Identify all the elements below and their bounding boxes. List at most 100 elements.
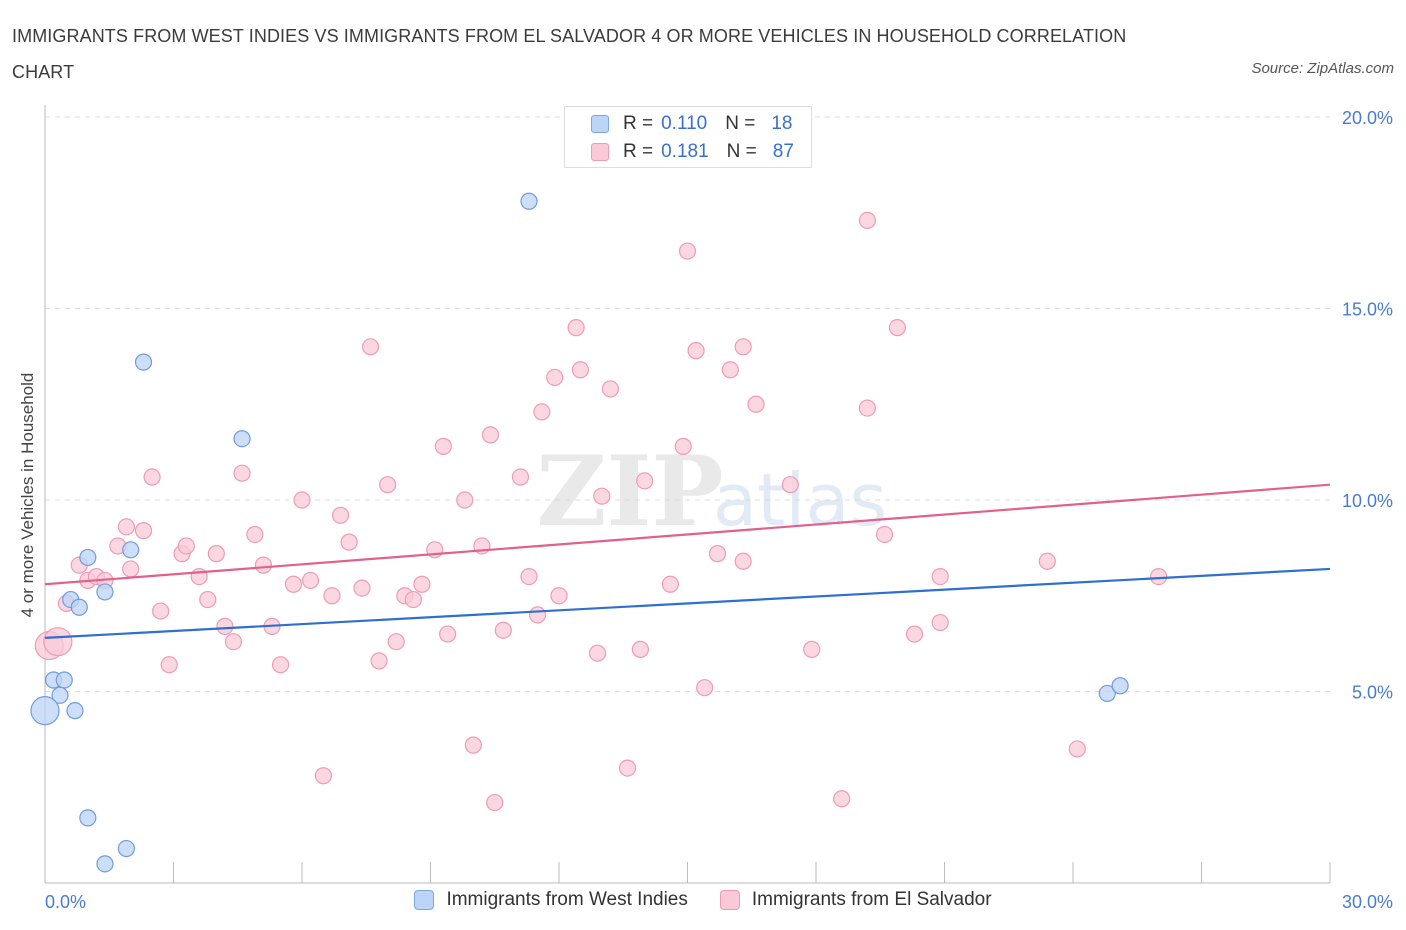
legend-n-label: N =: [726, 141, 757, 162]
legend-row-west-indies: R = 0.110 N = 18: [591, 111, 793, 137]
data-point-el-salvador: [439, 625, 457, 643]
legend-swatch-blue: [591, 115, 609, 133]
data-point-el-salvador: [588, 644, 607, 662]
legend-label-el-salvador: Immigrants from El Salvador: [751, 889, 992, 910]
data-point-el-salvador: [370, 652, 388, 670]
data-point-west-indies: [70, 598, 88, 616]
legend-r-value: 0.110: [661, 113, 708, 134]
data-point-el-salvador: [464, 736, 482, 754]
data-point-el-salvador: [721, 361, 739, 379]
data-point-el-salvador: [593, 487, 611, 505]
data-point-el-salvador: [674, 437, 692, 455]
data-point-el-salvador: [413, 575, 431, 593]
data-point-el-salvador: [618, 759, 637, 777]
legend-n-label: N =: [725, 113, 756, 134]
legend-r-label: R =: [623, 113, 654, 134]
trend-line-west-indies: [44, 567, 1331, 639]
data-point-el-salvador: [323, 587, 341, 605]
data-point-el-salvador: [284, 575, 303, 593]
data-point-el-salvador: [528, 606, 547, 624]
data-point-el-salvador: [233, 464, 251, 482]
watermark: ZIP atlas: [536, 435, 887, 548]
series-el-salvador-points: [34, 211, 1168, 812]
data-point-el-salvador: [858, 211, 877, 230]
tick-labels: 5.0% 10.0% 15.0% 20.0% 0.0% 30.0%: [45, 108, 1393, 912]
data-point-el-salvador: [1038, 552, 1056, 570]
trend-lines: [44, 483, 1331, 639]
data-point-el-salvador: [858, 399, 877, 417]
data-point-el-salvador: [631, 640, 649, 658]
data-point-west-indies: [1111, 677, 1129, 695]
data-point-west-indies: [30, 696, 60, 726]
data-point-el-salvador: [931, 613, 949, 632]
trend-line-el-salvador: [44, 483, 1331, 586]
data-point-el-salvador: [520, 567, 538, 586]
data-point-west-indies: [79, 809, 97, 827]
data-point-el-salvador: [216, 617, 234, 635]
chart-title: IMMIGRANTS FROM WEST INDIES VS IMMIGRANT…: [12, 26, 1127, 82]
legend-swatch-pink: [591, 143, 609, 161]
data-point-el-salvador: [875, 525, 894, 544]
data-point-el-salvador: [331, 506, 350, 524]
legend-item-west-indies[interactable]: Immigrants from West Indies: [414, 889, 688, 911]
x-tick-label: 30.0%: [1342, 892, 1393, 912]
y-tick-label: 5.0%: [1352, 683, 1393, 703]
axes: [44, 105, 1331, 884]
data-point-el-salvador: [43, 627, 73, 657]
legend-swatch-pink: [719, 890, 740, 910]
data-point-el-salvador: [199, 590, 217, 609]
series-legend: Immigrants from West Indies Immigrants f…: [0, 889, 1406, 911]
y-tick-label: 20.0%: [1342, 108, 1393, 128]
data-point-west-indies: [66, 702, 84, 720]
data-point-el-salvador: [511, 468, 530, 486]
data-point-el-salvador: [550, 587, 568, 605]
data-point-el-salvador: [494, 621, 512, 639]
data-point-el-salvador: [486, 793, 504, 812]
data-point-el-salvador: [781, 476, 799, 494]
data-point-el-salvador: [546, 368, 564, 387]
data-point-el-salvador: [271, 656, 290, 674]
data-point-el-salvador: [379, 476, 397, 494]
watermark-zip: ZIP: [536, 435, 723, 548]
x-tick-label: 0.0%: [45, 892, 86, 912]
legend-row-el-salvador: R = 0.181 N = 87: [591, 139, 794, 165]
data-point-el-salvador: [404, 590, 422, 609]
legend-item-el-salvador[interactable]: Immigrants from El Salvador: [719, 889, 992, 911]
watermark-atlas: atlas: [713, 458, 887, 542]
data-point-el-salvador: [177, 537, 195, 555]
data-point-west-indies: [134, 353, 153, 371]
data-point-el-salvador: [905, 625, 924, 643]
legend-n-value: 87: [772, 141, 794, 162]
legend-swatch-blue: [414, 890, 435, 910]
data-point-el-salvador: [734, 338, 752, 356]
data-point-el-salvador: [931, 567, 949, 586]
data-point-el-salvador: [152, 602, 170, 620]
data-point-west-indies: [79, 548, 97, 567]
series-west-indies-points: [30, 192, 1129, 873]
data-point-el-salvador: [361, 338, 380, 356]
data-point-el-salvador: [143, 468, 161, 486]
data-point-el-salvador: [567, 319, 585, 337]
data-point-el-salvador: [601, 380, 620, 398]
y-tick-label: 10.0%: [1342, 491, 1393, 511]
source-credit: Source: ZipAtlas.com: [1251, 60, 1394, 77]
data-point-el-salvador: [387, 633, 405, 651]
data-point-el-salvador: [1150, 567, 1168, 586]
gridlines: [45, 116, 1330, 692]
data-point-west-indies: [122, 541, 140, 559]
data-point-el-salvador: [533, 403, 551, 421]
data-point-el-salvador: [117, 518, 135, 536]
data-point-el-salvador: [301, 571, 320, 590]
legend-r-value: 0.181: [661, 141, 709, 162]
legend-n-value: 18: [771, 113, 793, 134]
data-point-west-indies: [117, 839, 135, 858]
data-point-el-salvador: [246, 525, 264, 544]
data-point-el-salvador: [803, 640, 821, 658]
data-point-el-salvador: [833, 790, 851, 808]
data-point-el-salvador: [678, 242, 697, 260]
data-point-el-salvador: [340, 533, 358, 551]
data-point-el-salvador: [314, 767, 333, 785]
data-point-west-indies: [233, 430, 251, 448]
legend-label-west-indies: Immigrants from West Indies: [446, 889, 688, 910]
